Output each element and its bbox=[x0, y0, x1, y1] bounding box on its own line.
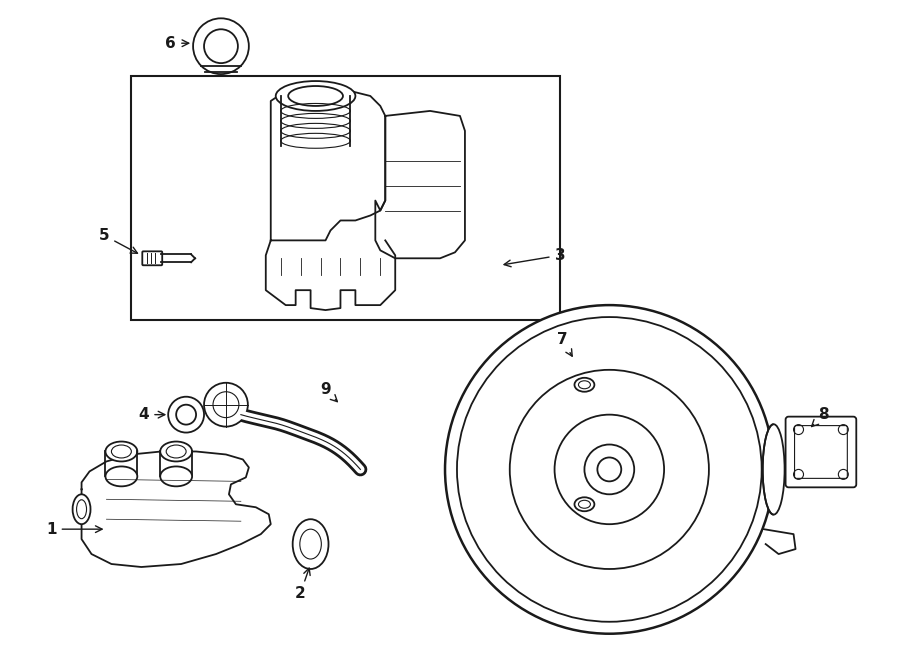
Text: 2: 2 bbox=[295, 568, 310, 602]
Text: 7: 7 bbox=[557, 332, 572, 356]
Text: 9: 9 bbox=[320, 382, 338, 402]
Text: 3: 3 bbox=[504, 248, 565, 267]
Ellipse shape bbox=[574, 497, 594, 511]
Polygon shape bbox=[82, 451, 271, 567]
Circle shape bbox=[445, 305, 774, 634]
Circle shape bbox=[168, 397, 204, 432]
Ellipse shape bbox=[275, 81, 356, 111]
Ellipse shape bbox=[160, 467, 192, 486]
Polygon shape bbox=[271, 91, 385, 241]
Ellipse shape bbox=[73, 494, 91, 524]
Text: 5: 5 bbox=[99, 228, 138, 253]
Text: 1: 1 bbox=[46, 522, 102, 537]
Bar bbox=[131, 76, 560, 320]
FancyBboxPatch shape bbox=[142, 251, 162, 265]
Circle shape bbox=[204, 383, 248, 426]
Text: 6: 6 bbox=[166, 36, 189, 51]
Polygon shape bbox=[764, 529, 796, 554]
Polygon shape bbox=[375, 111, 465, 258]
Ellipse shape bbox=[160, 442, 192, 461]
Ellipse shape bbox=[762, 424, 785, 515]
Text: 8: 8 bbox=[812, 407, 829, 426]
Polygon shape bbox=[266, 241, 395, 310]
FancyBboxPatch shape bbox=[786, 416, 856, 487]
Text: 4: 4 bbox=[139, 407, 165, 422]
Circle shape bbox=[194, 19, 248, 74]
Ellipse shape bbox=[574, 378, 594, 392]
Circle shape bbox=[584, 444, 634, 494]
Ellipse shape bbox=[105, 442, 138, 461]
Ellipse shape bbox=[292, 519, 328, 569]
Ellipse shape bbox=[105, 467, 138, 486]
